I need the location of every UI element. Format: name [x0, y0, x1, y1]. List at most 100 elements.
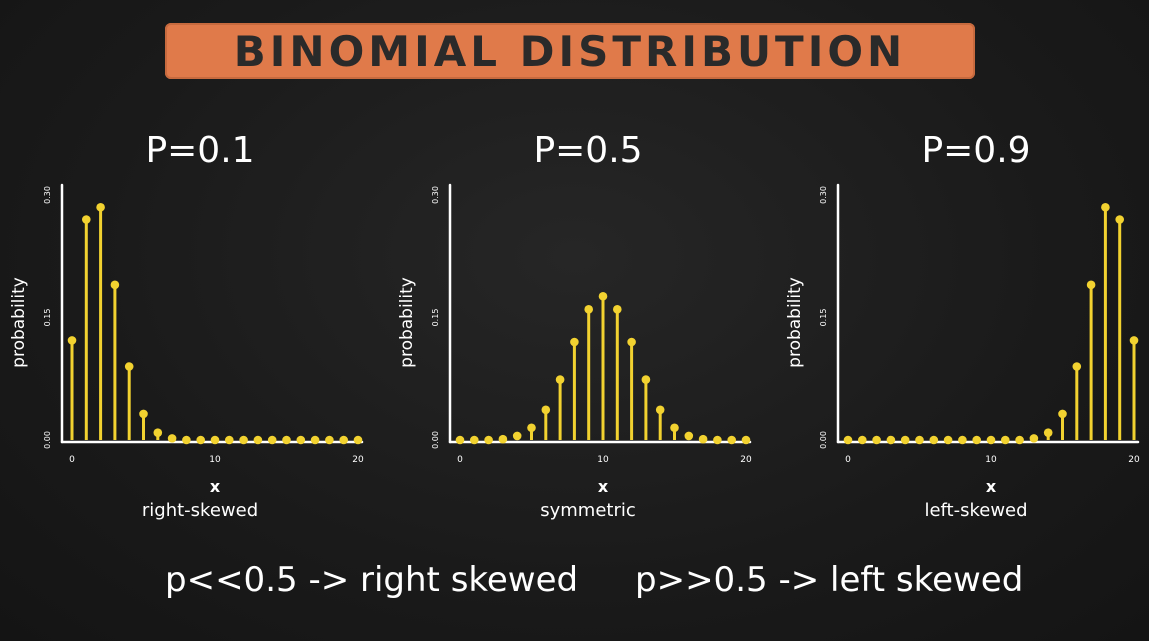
x-tick-label: 20	[352, 455, 364, 465]
chart-p01: 0.00 0.15 0.30 probability 0 10 20 x	[9, 183, 364, 496]
y-tick-label: 0.15	[819, 309, 828, 327]
page-title: BINOMIAL DISTRIBUTION	[233, 26, 907, 76]
chart-title: P=0.1	[145, 130, 255, 171]
data-point	[167, 434, 177, 443]
data-point	[182, 435, 191, 445]
chart-panel-p05: P=0.5 0.00 0.15 0.30 probability 0 10 20 x symm…	[397, 130, 778, 530]
data-point	[470, 435, 479, 445]
data-point	[325, 435, 334, 445]
x-axis-label: x	[210, 477, 221, 496]
x-axis-label: x	[986, 477, 997, 496]
y-tick-label: 0.00	[43, 431, 52, 449]
data-point	[584, 305, 593, 314]
x-axis-label: x	[598, 477, 609, 496]
data-point	[670, 423, 679, 433]
chart-panel-p09: P=0.9 0.00 0.15 0.30 probability 0 10 20 x left…	[785, 130, 1149, 530]
data-point	[972, 435, 981, 445]
x-tick-label: 0	[457, 455, 463, 465]
data-point	[943, 435, 953, 445]
data-point	[153, 428, 163, 437]
chart-p09: 0.00 0.15 0.30 probability 0 10 20 x	[785, 183, 1140, 496]
data-point	[484, 435, 493, 445]
data-point	[1072, 362, 1082, 371]
data-point	[527, 423, 536, 433]
y-tick-label: 0.30	[819, 186, 828, 204]
data-point	[1115, 215, 1124, 224]
data-point	[858, 435, 867, 445]
data-point	[843, 435, 853, 445]
data-point	[684, 431, 694, 441]
data-point	[210, 435, 220, 445]
data-point	[541, 405, 551, 415]
data-point	[1058, 409, 1067, 419]
data-point	[555, 375, 565, 384]
y-tick-label: 0.00	[431, 431, 440, 449]
y-tick-label: 0.15	[431, 309, 440, 327]
y-axis-label: probability	[397, 277, 417, 368]
title-banner: BINOMIAL DISTRIBUTION	[165, 23, 975, 79]
data-point	[698, 434, 708, 444]
data-point	[570, 337, 579, 347]
x-tick-label: 0	[845, 455, 851, 465]
x-tick-label: 10	[597, 455, 609, 465]
y-tick-label: 0.30	[431, 186, 440, 204]
data-point	[655, 405, 665, 415]
data-point	[627, 337, 636, 347]
x-tick-label: 0	[69, 455, 75, 465]
data-point	[958, 435, 967, 445]
data-point	[727, 435, 736, 445]
data-point	[498, 434, 508, 444]
x-tick-label: 20	[740, 455, 752, 465]
data-point	[1029, 434, 1039, 443]
data-point	[929, 435, 939, 445]
data-point	[239, 435, 248, 445]
data-point	[296, 435, 306, 445]
data-point	[139, 409, 148, 419]
chart-panel-p01: P=0.1 0.00 0.15 0.30 probability 0 10 20 x righ…	[9, 130, 390, 530]
data-point	[253, 435, 263, 445]
y-tick-label: 0.00	[819, 431, 828, 449]
y-tick-label: 0.15	[43, 309, 52, 327]
data-point	[986, 435, 996, 445]
x-tick-label: 20	[1128, 455, 1140, 465]
data-point	[872, 435, 881, 445]
data-point	[310, 435, 320, 445]
data-point	[713, 435, 722, 445]
data-point	[67, 336, 77, 345]
data-point	[96, 202, 105, 212]
chart-subtitle: right-skewed	[141, 500, 259, 521]
data-point	[886, 435, 896, 445]
footer-note-right-skew: p<<0.5 -> right skewed	[165, 560, 579, 600]
data-point	[641, 375, 651, 384]
data-point	[1015, 435, 1024, 445]
data-point	[1086, 280, 1096, 290]
data-point	[741, 435, 751, 445]
footer-note-left-skew: p>>0.5 -> left skewed	[635, 560, 1024, 600]
chart-title: P=0.5	[533, 130, 643, 171]
data-point	[455, 435, 465, 445]
data-point	[267, 435, 277, 445]
data-point	[225, 435, 234, 445]
x-tick-label: 10	[209, 455, 221, 465]
data-point	[339, 435, 349, 445]
chart-p05: 0.00 0.15 0.30 probability 0 10 20 x	[397, 183, 752, 496]
data-point	[1043, 428, 1053, 437]
data-point	[124, 362, 134, 371]
chart-subtitle: left-skewed	[924, 500, 1028, 521]
data-point	[512, 431, 522, 441]
data-point	[196, 435, 205, 445]
data-point	[353, 435, 363, 445]
data-point	[598, 291, 608, 301]
data-point	[613, 305, 622, 314]
data-point	[1101, 202, 1110, 212]
data-point	[900, 435, 910, 445]
y-axis-label: probability	[785, 277, 805, 368]
data-point	[282, 435, 291, 445]
x-tick-label: 10	[985, 455, 997, 465]
data-point	[110, 280, 120, 290]
chart-subtitle: symmetric	[540, 500, 636, 521]
data-point	[82, 215, 91, 224]
data-point	[1129, 336, 1139, 345]
y-axis-label: probability	[9, 277, 29, 368]
y-tick-label: 0.30	[43, 186, 52, 204]
